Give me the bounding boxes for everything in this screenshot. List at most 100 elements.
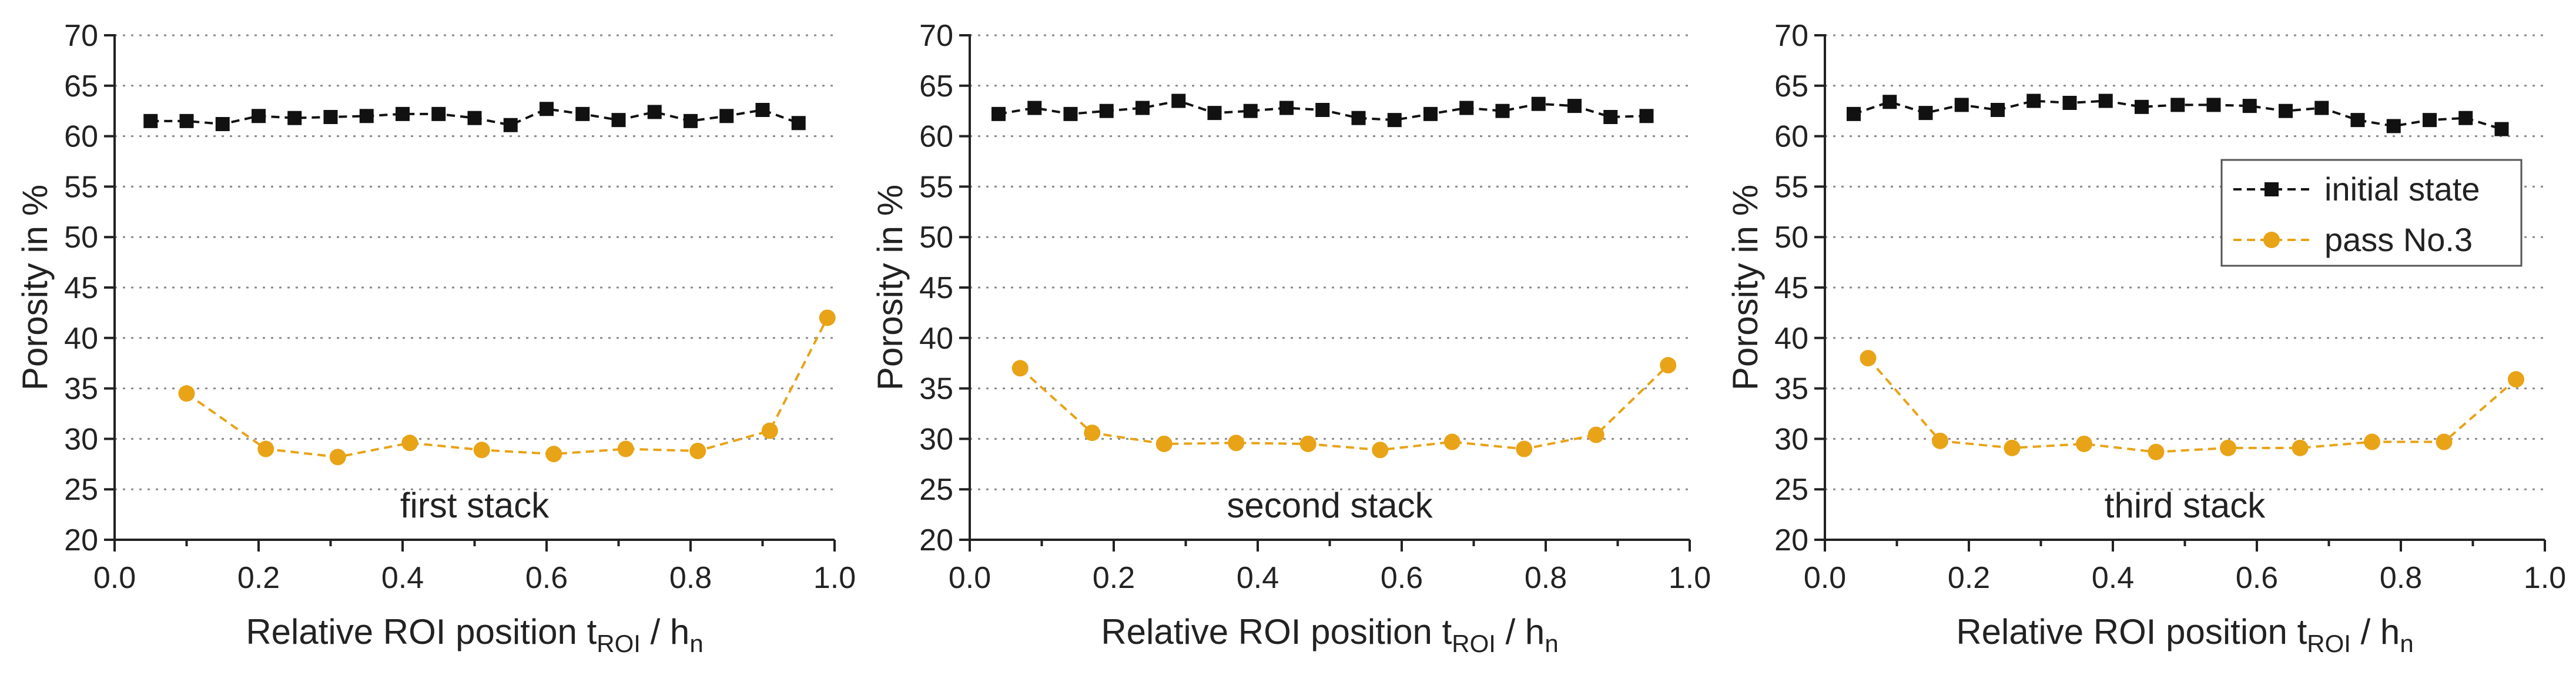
series-line bbox=[1867, 357, 2517, 453]
data-point-square bbox=[2423, 113, 2437, 128]
chart-panel-1: 20 25 30 35 40 45 50 55 60 65 70 0.0 0.2 0.4 0.6 0.8 1.0… bbox=[15, 19, 856, 657]
data-point-square bbox=[791, 116, 806, 131]
data-point-circle bbox=[2220, 439, 2236, 456]
data-point-square bbox=[991, 106, 1006, 121]
data-point-square bbox=[1351, 111, 1366, 125]
y-tick-label: 60 bbox=[919, 120, 953, 154]
data-point-square bbox=[1279, 101, 1294, 115]
series-initial-state bbox=[1847, 93, 2509, 136]
data-point-square bbox=[2098, 93, 2113, 108]
data-point-square bbox=[359, 109, 374, 123]
data-point-circle bbox=[1228, 435, 1245, 452]
x-tick-label: 0.4 bbox=[2092, 561, 2134, 595]
data-point-square bbox=[1954, 98, 1969, 112]
data-point-square bbox=[1099, 103, 1114, 118]
y-tick-label: 40 bbox=[919, 322, 953, 356]
y-tick-label: 70 bbox=[919, 19, 953, 53]
data-point-circle bbox=[1299, 435, 1317, 452]
y-axis-title: Porosity in % bbox=[15, 185, 55, 390]
data-point-square bbox=[179, 113, 194, 128]
data-point-square bbox=[431, 106, 446, 121]
data-point-square bbox=[1027, 101, 1042, 115]
y-tick-label: 35 bbox=[919, 372, 953, 406]
x-tick-label: 0.4 bbox=[381, 561, 424, 595]
data-point-square bbox=[1918, 106, 1933, 121]
data-point-square bbox=[1495, 103, 1510, 118]
series-pass-no3 bbox=[178, 309, 836, 466]
series-line bbox=[1019, 364, 1669, 452]
data-point-square bbox=[215, 117, 230, 132]
data-point-square bbox=[719, 109, 734, 123]
x-axis-title-main: Relative ROI position t bbox=[1956, 612, 2307, 651]
y-tick-label: 45 bbox=[64, 271, 98, 305]
data-point-square bbox=[2062, 95, 2077, 110]
x-axis-title: Relative ROI position tROI / hn bbox=[1956, 612, 2413, 657]
x-tick-label: 0.8 bbox=[2380, 561, 2422, 595]
x-axis-title-mid: / h bbox=[641, 612, 689, 651]
x-tick-label: 0.6 bbox=[1381, 561, 1423, 595]
panel-annotation: first stack bbox=[400, 486, 550, 525]
data-point-square bbox=[323, 109, 338, 124]
data-point-circle bbox=[2004, 439, 2021, 456]
data-point-square bbox=[1063, 106, 1078, 121]
y-tick-label: 30 bbox=[1774, 422, 1808, 456]
data-point-square bbox=[1315, 102, 1330, 117]
data-point-circle bbox=[1660, 357, 1677, 374]
panel-annotation: third stack bbox=[2105, 486, 2266, 525]
series-line bbox=[186, 317, 829, 459]
data-point-square bbox=[575, 106, 590, 121]
data-point-circle bbox=[473, 442, 490, 459]
data-point-circle bbox=[819, 309, 836, 326]
y-tick-label: 60 bbox=[64, 120, 98, 154]
x-tick-label: 1.0 bbox=[2524, 561, 2566, 595]
x-tick-label: 0.4 bbox=[1237, 561, 1279, 595]
data-point-square bbox=[647, 105, 662, 119]
data-point-square bbox=[2170, 98, 2185, 112]
data-point-square bbox=[1387, 113, 1402, 128]
data-point-square bbox=[252, 109, 266, 123]
data-point-circle bbox=[1516, 440, 1533, 457]
y-tick-label: 25 bbox=[64, 473, 98, 507]
y-tick-label: 40 bbox=[64, 322, 98, 356]
x-tick-label: 0.8 bbox=[1525, 561, 1567, 595]
data-point-circle bbox=[1860, 350, 1877, 367]
data-point-square bbox=[1531, 96, 1546, 111]
legend-marker-square bbox=[2265, 182, 2279, 196]
data-point-square bbox=[2206, 98, 2221, 112]
y-tick-label: 70 bbox=[64, 19, 98, 53]
y-tick-label: 50 bbox=[1774, 220, 1808, 255]
x-tick-label: 1.0 bbox=[1669, 561, 1711, 595]
y-axis-title: Porosity in % bbox=[1726, 185, 1765, 390]
data-point-circle bbox=[1932, 432, 1948, 449]
chart-panel-2: 20 25 30 35 40 45 50 55 60 65 70 0.0 0.2 0.4 0.6 0.8 1.0… bbox=[870, 19, 1711, 657]
data-point-circle bbox=[2292, 439, 2309, 456]
x-tick-label: 0.2 bbox=[1093, 561, 1135, 595]
y-tick-label: 50 bbox=[64, 220, 98, 255]
x-axis-title-subscript: ROI bbox=[1452, 630, 1496, 657]
series-initial-state bbox=[143, 102, 806, 132]
y-tick-label: 35 bbox=[64, 372, 98, 406]
legend: initial state pass No.3 bbox=[2220, 159, 2523, 267]
x-tick-label: 0.8 bbox=[669, 561, 712, 595]
x-axis-title-subscript: n bbox=[689, 630, 703, 657]
legend-marker-circle bbox=[2263, 232, 2280, 248]
data-point-square bbox=[540, 102, 554, 116]
x-axis-title-subscript: ROI bbox=[2307, 630, 2351, 657]
data-point-circle bbox=[1587, 426, 1604, 443]
data-point-square bbox=[1882, 95, 1897, 109]
legend-label: pass No.3 bbox=[2324, 221, 2473, 258]
y-tick-label: 50 bbox=[919, 220, 953, 255]
data-point-square bbox=[1991, 102, 2005, 117]
data-point-square bbox=[684, 113, 698, 128]
x-axis-title-main: Relative ROI position t bbox=[1101, 612, 1452, 651]
data-point-square bbox=[755, 102, 770, 117]
data-point-square bbox=[2026, 93, 2041, 108]
y-tick-label: 20 bbox=[1774, 523, 1808, 557]
x-tick-label: 0.2 bbox=[1948, 561, 1990, 595]
chart-panel-3: 20 25 30 35 40 45 50 55 60 65 70 0.0 0.2 0.4 0.6 0.8 1.0… bbox=[1726, 19, 2566, 657]
x-axis-title-mid: / h bbox=[2351, 612, 2400, 651]
x-axis-title: Relative ROI position tROI / hn bbox=[1101, 612, 1558, 657]
y-tick-label: 55 bbox=[64, 170, 98, 204]
data-point-circle bbox=[1084, 425, 1101, 442]
data-point-square bbox=[2314, 101, 2329, 115]
